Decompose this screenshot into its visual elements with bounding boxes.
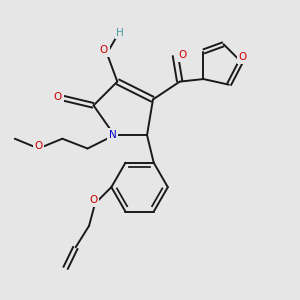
Text: O: O — [89, 195, 98, 205]
Text: O: O — [178, 50, 187, 60]
Text: O: O — [100, 45, 108, 56]
Text: O: O — [54, 92, 62, 101]
Text: H: H — [116, 28, 124, 38]
Text: O: O — [238, 52, 247, 62]
Text: O: O — [34, 140, 43, 151]
Text: N: N — [109, 130, 117, 140]
